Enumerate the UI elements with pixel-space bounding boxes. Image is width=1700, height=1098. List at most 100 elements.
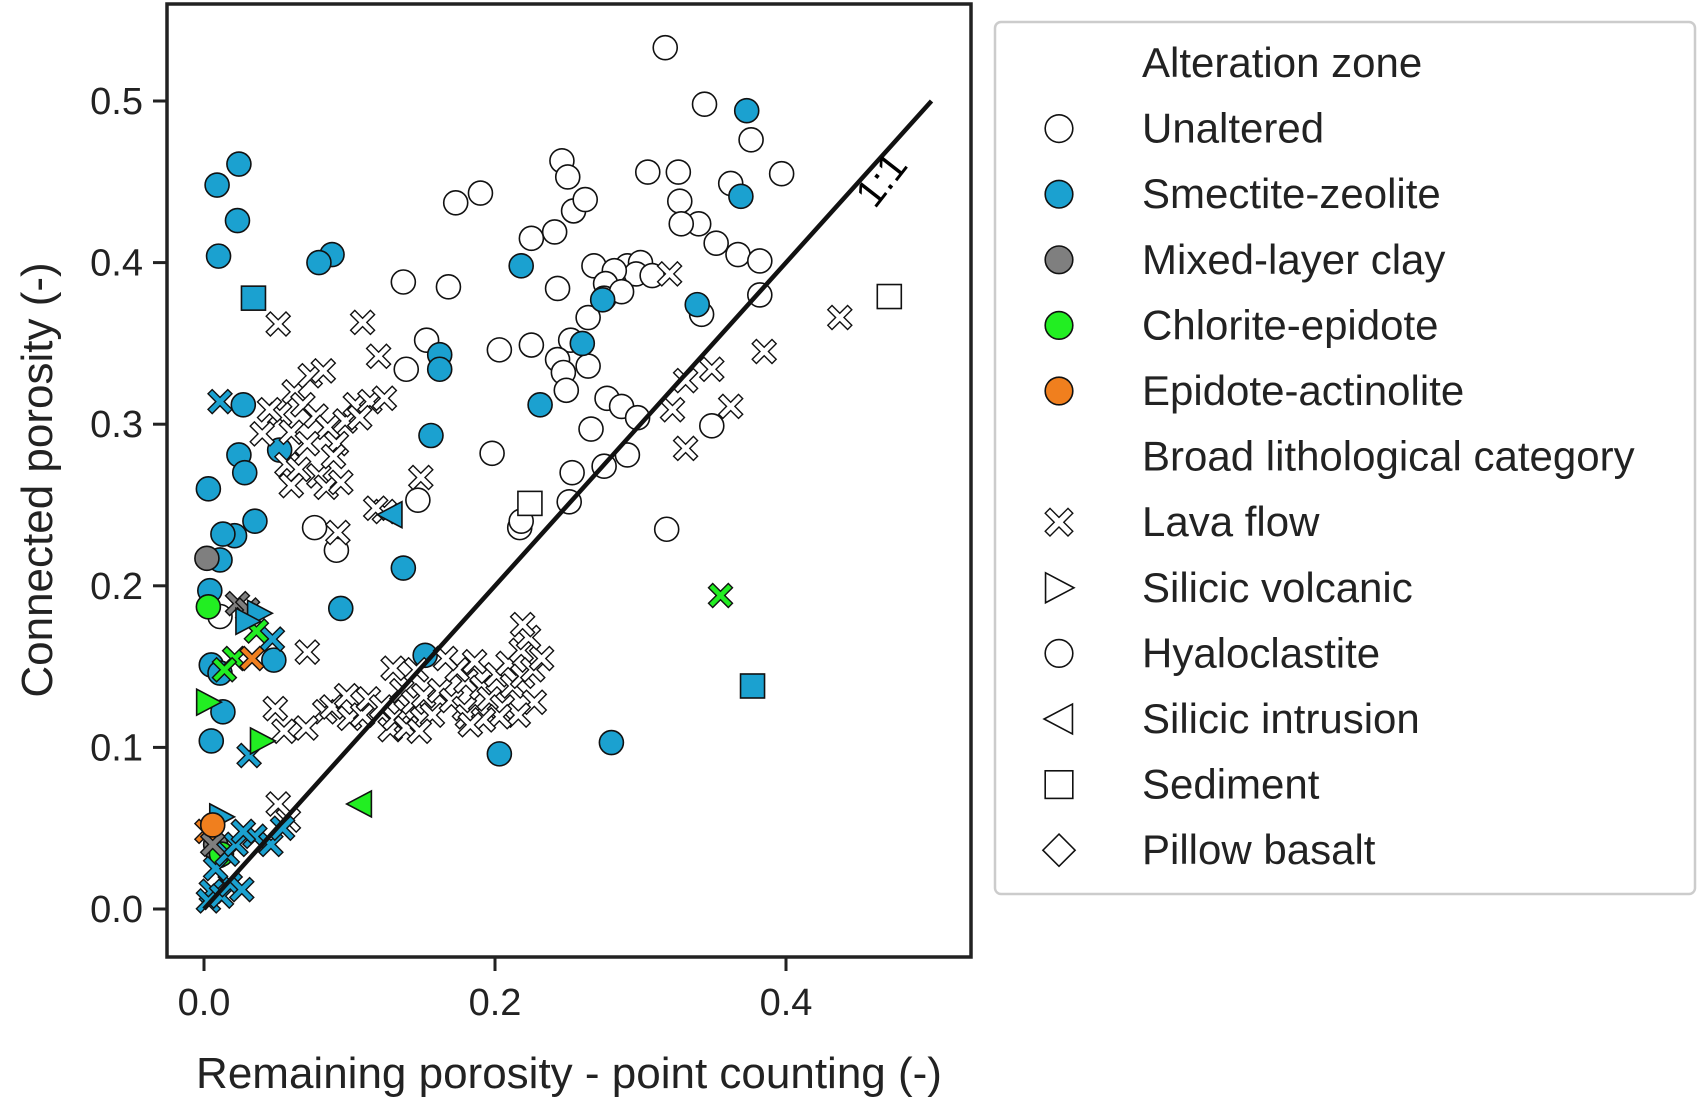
- data-point: [876, 283, 903, 310]
- data-point: [738, 126, 764, 153]
- y-tick-label: 0.3: [90, 404, 143, 446]
- series-silicic-intrusion-chlorite-epidote: [344, 789, 373, 819]
- x-tick-label: 0.4: [760, 982, 813, 1024]
- data-point: [240, 285, 267, 311]
- data-point: [728, 183, 754, 210]
- series-lava-flow-unaltered: [249, 260, 853, 834]
- data-point: [517, 490, 543, 517]
- legend-entry-label: Lava flow: [1142, 498, 1320, 545]
- data-point: [265, 311, 292, 337]
- data-point: [242, 508, 268, 534]
- data-point: [324, 519, 351, 546]
- data-point: [486, 741, 513, 767]
- series-silicic-intrusion-smectite-zeolite: [375, 500, 403, 530]
- data-point: [575, 304, 601, 331]
- series-sediment-smectite-zeolite: [240, 285, 766, 699]
- data-point: [518, 332, 545, 358]
- data-point: [327, 469, 354, 496]
- data-point: [261, 647, 287, 673]
- data-point: [666, 188, 693, 214]
- legend-marker: [1044, 507, 1074, 537]
- y-tick-label: 0.0: [90, 889, 143, 931]
- axis-ticks: 0.0 0.2 0.4 0.0 0.1 0.2 0.3 0.4 0.5: [90, 81, 812, 1024]
- data-point: [544, 275, 571, 302]
- y-tick-label: 0.5: [90, 81, 143, 123]
- data-point: [578, 416, 604, 442]
- data-point: [265, 791, 292, 817]
- data-point: [231, 459, 258, 486]
- legend-marker: [1044, 571, 1076, 605]
- data-point: [371, 385, 398, 412]
- data-point: [199, 831, 226, 858]
- data-point: [634, 159, 661, 185]
- reference-line-label: 1:1: [847, 145, 916, 216]
- data-point: [269, 815, 296, 842]
- legend-group-title: Broad lithological category: [1142, 433, 1635, 480]
- data-point: [230, 818, 257, 845]
- data-point: [239, 645, 265, 672]
- data-point: [407, 464, 434, 491]
- data-point: [672, 435, 699, 462]
- data-point: [390, 269, 417, 295]
- data-point: [271, 718, 297, 745]
- data-point: [518, 225, 545, 252]
- data-point: [198, 728, 225, 754]
- plot-area-frame: [165, 2, 973, 959]
- data-point: [294, 430, 321, 457]
- legend-entry-label: Chlorite-epidote: [1142, 301, 1439, 348]
- y-tick-label: 0.1: [90, 727, 143, 769]
- data-point: [665, 159, 692, 185]
- data-point: [559, 459, 585, 486]
- data-point: [333, 682, 360, 709]
- data-point: [199, 812, 226, 838]
- data-point: [211, 656, 238, 683]
- data-point: [703, 230, 729, 257]
- legend-box: [993, 20, 1697, 896]
- data-point: [768, 160, 795, 187]
- legend-marker: [1044, 310, 1074, 341]
- legend-group-title: Alteration zone: [1142, 39, 1422, 86]
- legend-marker: [1044, 179, 1074, 209]
- data-point: [652, 34, 679, 61]
- data-point: [725, 241, 751, 268]
- data-point: [668, 211, 695, 237]
- data-points: [193, 34, 934, 914]
- y-tick-label: 0.4: [90, 243, 143, 285]
- data-point: [684, 291, 711, 318]
- legend-entry-label: Hyaloclastite: [1142, 629, 1380, 676]
- data-point: [698, 356, 725, 383]
- data-point: [467, 180, 494, 206]
- data-point: [195, 687, 224, 717]
- data-point: [572, 186, 599, 213]
- data-point: [194, 545, 220, 572]
- legend-marker: [1044, 114, 1074, 144]
- legend-entry-label: Silicic intrusion: [1142, 695, 1420, 742]
- data-point: [598, 729, 625, 756]
- legend-marker: [1042, 702, 1074, 736]
- data-point: [344, 789, 373, 819]
- data-point: [195, 476, 222, 502]
- data-point: [320, 443, 347, 470]
- series-unaltered: [207, 34, 795, 630]
- data-point: [278, 472, 305, 499]
- data-point: [432, 645, 459, 672]
- data-point: [262, 695, 289, 722]
- data-point: [553, 377, 580, 404]
- data-point: [301, 514, 328, 541]
- data-point: [733, 97, 760, 124]
- x-axis-label: Remaining porosity - point counting (-): [196, 1049, 942, 1098]
- data-point: [405, 487, 431, 513]
- data-point: [575, 353, 601, 379]
- x-tick-label: 0.2: [469, 982, 522, 1024]
- legend-entry-label: Pillow basalt: [1142, 826, 1376, 873]
- data-point: [653, 516, 680, 543]
- legend-entry-label: Sediment: [1142, 761, 1320, 808]
- data-point: [380, 655, 407, 682]
- data-point: [509, 611, 536, 638]
- data-point: [346, 404, 373, 431]
- data-point: [195, 594, 222, 620]
- data-point: [310, 357, 337, 384]
- legend-marker: [1041, 832, 1077, 868]
- data-point: [442, 190, 469, 216]
- data-point: [349, 309, 376, 336]
